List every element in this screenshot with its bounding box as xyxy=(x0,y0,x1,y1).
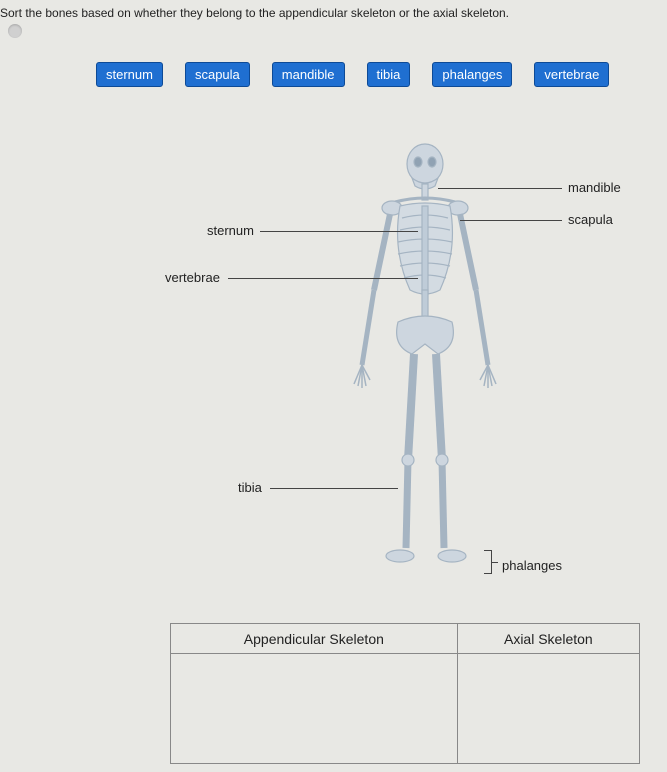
leader-scapula xyxy=(460,220,562,221)
skeleton-image xyxy=(340,140,510,570)
dropzone-axial[interactable] xyxy=(457,654,639,764)
col-axial-header: Axial Skeleton xyxy=(457,624,639,654)
leader-sternum xyxy=(260,231,418,232)
bracket-phalanges xyxy=(484,550,492,574)
instruction-text: Sort the bones based on whether they bel… xyxy=(0,6,509,20)
leader-phalanges xyxy=(492,562,498,563)
dropzone-appendicular[interactable] xyxy=(171,654,458,764)
label-phalanges: phalanges xyxy=(502,558,562,573)
skeleton-diagram: sternum vertebrae tibia mandible scapula… xyxy=(0,130,667,600)
label-scapula: scapula xyxy=(568,212,613,227)
leader-tibia xyxy=(270,488,398,489)
chip-mandible[interactable]: mandible xyxy=(272,62,345,87)
chip-tibia[interactable]: tibia xyxy=(367,62,411,87)
sort-table: Appendicular Skeleton Axial Skeleton xyxy=(170,623,640,764)
hint-icon[interactable] xyxy=(8,24,22,38)
chip-sternum[interactable]: sternum xyxy=(96,62,163,87)
label-mandible: mandible xyxy=(568,180,621,195)
label-sternum: sternum xyxy=(207,223,254,238)
leader-vertebrae xyxy=(228,278,418,279)
label-vertebrae: vertebrae xyxy=(165,270,220,285)
col-appendicular-header: Appendicular Skeleton xyxy=(171,624,458,654)
label-tibia: tibia xyxy=(238,480,262,495)
chip-phalanges[interactable]: phalanges xyxy=(432,62,512,87)
chip-scapula[interactable]: scapula xyxy=(185,62,250,87)
leader-mandible xyxy=(438,188,562,189)
chip-vertebrae[interactable]: vertebrae xyxy=(534,62,609,87)
draggable-chips-row: sternum scapula mandible tibia phalanges… xyxy=(96,62,637,87)
